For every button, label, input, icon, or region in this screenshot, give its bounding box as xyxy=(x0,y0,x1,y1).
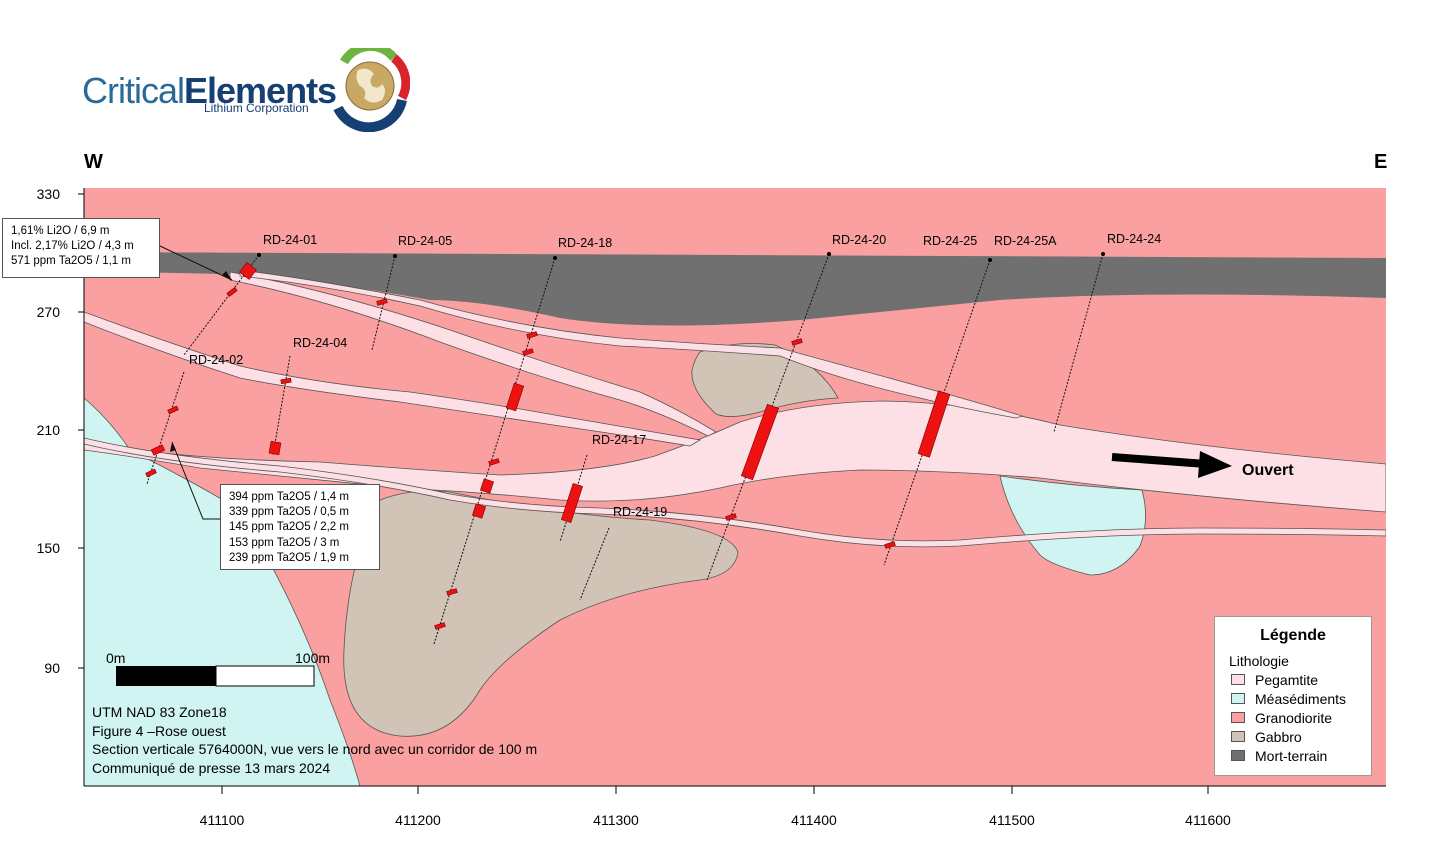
legend-label: Gabbro xyxy=(1255,728,1302,745)
callout-line: 153 ppm Ta2O5 / 3 m xyxy=(229,536,340,549)
label-rd-24-18: RD-24-18 xyxy=(558,236,612,250)
legend-swatch xyxy=(1231,674,1245,685)
legend-swatch xyxy=(1231,750,1245,761)
logo-tagline: Lithium Corporation xyxy=(204,101,309,115)
open-direction-arrow xyxy=(1111,451,1232,478)
pegmatite-sill-east xyxy=(239,269,1024,419)
legend-title: Légende xyxy=(1260,627,1326,644)
metasediments-unit-east xyxy=(999,475,1146,576)
scale-bar xyxy=(116,665,315,687)
callout-line: 239 ppm Ta2O5 / 1,9 m xyxy=(229,551,349,564)
open-label: Ouvert xyxy=(1242,462,1294,479)
label-rd-24-02: RD-24-02 xyxy=(189,353,243,367)
legend-subtitle: Lithologie xyxy=(1229,653,1289,669)
pegmatite-sill-west xyxy=(84,311,702,447)
legend-item-overburden: Mort-terrain xyxy=(1231,746,1371,765)
callout-line: 339 ppm Ta2O5 / 0,5 m xyxy=(229,506,349,519)
info-line: Section verticale 5764000N, vue vers le … xyxy=(92,741,538,757)
logo-wordmark: CriticalElements xyxy=(82,70,337,111)
callout-line: 394 ppm Ta2O5 / 1,4 m xyxy=(229,491,349,503)
legend-item-granodiorite: Granodiorite xyxy=(1231,708,1371,727)
assay-callout-rd-24-01: 1,61% Li2O / 6,9 m Incl. 2,17% Li2O / 4,… xyxy=(2,218,160,278)
x-tick-411500: 411500 xyxy=(989,812,1035,828)
label-rd-24-24: RD-24-24 xyxy=(1107,232,1161,246)
label-rd-24-20: RD-24-20 xyxy=(832,233,886,247)
x-tick-411400: 411400 xyxy=(791,812,837,828)
y-tick-150: 150 xyxy=(37,540,61,556)
y-tick-210: 210 xyxy=(37,422,61,438)
legend-item-metasediments: Méasédiments xyxy=(1231,689,1371,708)
pegmatite-sill-upper xyxy=(229,271,717,437)
assay-callout-rd-24-02: 394 ppm Ta2O5 / 1,4 m 339 ppm Ta2O5 / 0,… xyxy=(220,484,380,570)
x-tick-411200: 411200 xyxy=(395,812,441,828)
legend-item-pegmatite: Pegamtite xyxy=(1231,670,1371,689)
legend-item-gabbro: Gabbro xyxy=(1231,727,1371,746)
callout-line: 1,61% Li2O / 6,9 m xyxy=(11,225,110,237)
y-tick-90: 90 xyxy=(44,660,60,676)
callout-line: 145 ppm Ta2O5 / 2,2 m xyxy=(229,521,349,534)
pegmatite-main-body xyxy=(84,400,1386,513)
legend-label: Mort-terrain xyxy=(1255,747,1328,764)
callout-line: 571 ppm Ta2O5 / 1,1 m xyxy=(11,255,131,267)
x-tick-411300: 411300 xyxy=(593,812,639,828)
scale-start-label: 0m xyxy=(106,650,126,666)
legend: Légende Lithologie Pegamtite Méasédiment… xyxy=(1214,616,1372,776)
x-tick-411600: 411600 xyxy=(1185,812,1231,828)
scale-end-label: 100m xyxy=(295,650,331,666)
callout-line: Incl. 2,17% Li2O / 4,3 m xyxy=(11,240,134,252)
legend-swatch xyxy=(1231,731,1245,742)
y-tick-330: 330 xyxy=(37,186,61,202)
east-label: E xyxy=(1374,151,1388,173)
label-rd-24-01: RD-24-01 xyxy=(263,233,317,247)
globe-icon xyxy=(333,48,410,132)
west-label: W xyxy=(84,151,103,173)
label-rd-24-25a: RD-24-25A xyxy=(994,234,1057,248)
mineralized-intercepts xyxy=(145,262,951,630)
info-line: Figure 4 –Rose ouest xyxy=(92,722,226,739)
info-line: Communiqué de presse 13 mars 2024 xyxy=(92,759,331,776)
figure-info: UTM NAD 83 Zone18 Figure 4 –Rose ouest S… xyxy=(92,703,537,777)
legend-label: Granodiorite xyxy=(1255,709,1333,726)
overburden-unit xyxy=(84,252,1386,326)
company-logo: CriticalElements Lithium Corporation xyxy=(80,48,420,133)
info-line: UTM NAD 83 Zone18 xyxy=(92,704,227,720)
label-rd-24-17: RD-24-17 xyxy=(592,433,646,447)
legend-swatch xyxy=(1231,712,1245,723)
label-rd-24-25: RD-24-25 xyxy=(923,234,977,248)
y-tick-270: 270 xyxy=(37,304,61,320)
label-rd-24-19: RD-24-19 xyxy=(613,505,667,519)
pegmatite-sill-lower xyxy=(84,437,1386,548)
legend-label: Pegamtite xyxy=(1255,671,1319,688)
label-rd-24-04: RD-24-04 xyxy=(293,336,347,350)
x-tick-411100: 411100 xyxy=(200,812,245,828)
label-rd-24-05: RD-24-05 xyxy=(398,234,452,248)
legend-label: Méasédiments xyxy=(1255,690,1347,707)
legend-swatch xyxy=(1231,693,1245,704)
